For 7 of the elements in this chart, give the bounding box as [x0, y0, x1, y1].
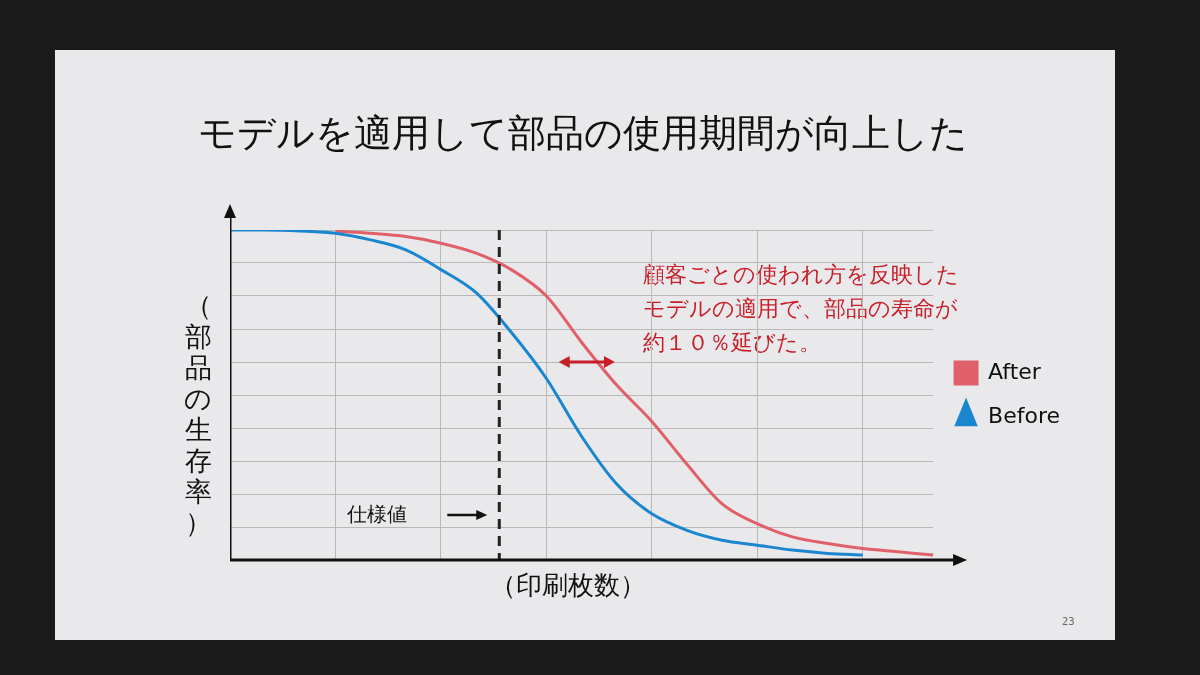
- y-axis-title: （部品の生存率）: [183, 290, 213, 538]
- x-axis-title: （印刷枚数）: [490, 569, 646, 602]
- text: 23: [1062, 616, 1075, 627]
- legend-label: Before: [988, 402, 1061, 428]
- legend-label: After: [988, 358, 1042, 384]
- annotation: 仕様値: [347, 501, 408, 528]
- chart-title: モデルを適用して部品の使用期間が向上した: [196, 110, 969, 157]
